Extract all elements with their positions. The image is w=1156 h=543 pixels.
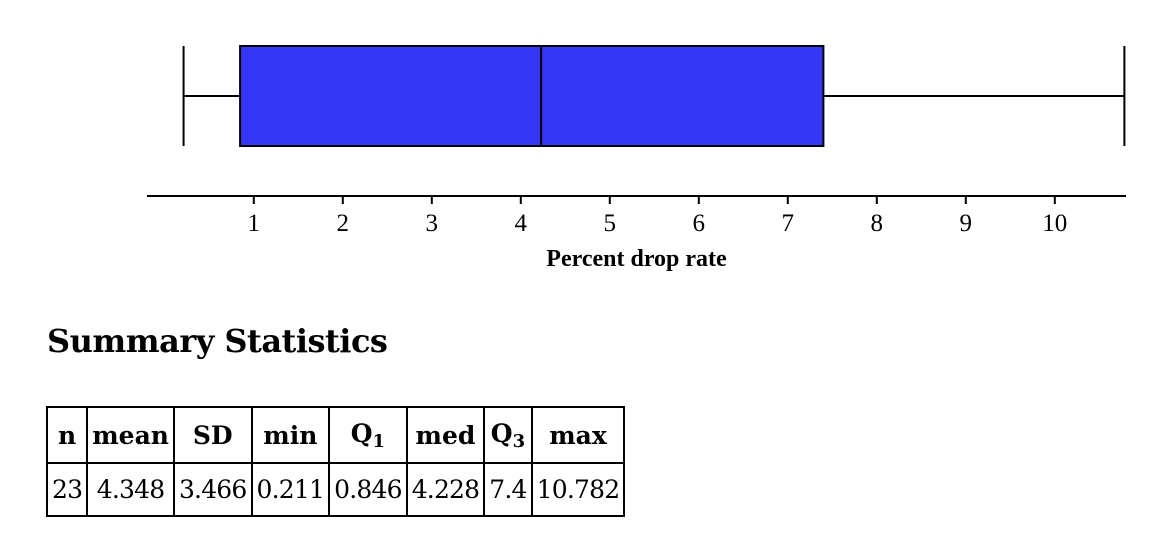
value-sd: 3.466 [172,462,253,517]
summary-title: Summary Statistics [47,322,388,360]
header-q1: Q1 [328,406,408,464]
boxplot-chart: 1 2 3 4 5 6 7 8 9 10 Percent drop rate [147,45,1126,272]
value-med: 4.228 [405,462,486,517]
x-tick-label-6: 6 [693,210,706,237]
header-q3: Q3 [483,406,533,464]
header-q3-sub: 3 [512,430,526,452]
x-axis-ticks: 1 2 3 4 5 6 7 8 9 10 [248,196,1067,237]
header-q3-main: Q [490,418,513,448]
header-med: med [405,406,486,464]
value-min: 0.211 [250,462,331,517]
header-n: n [45,406,89,464]
value-q3: 7.4 [483,462,533,517]
value-n: 23 [45,462,89,517]
header-min: min [250,406,331,464]
x-tick-label-2: 2 [337,210,350,237]
header-mean: mean [86,406,175,464]
summary-table: n mean SD min Q1 med Q3 max 23 4.348 3.4… [45,406,626,517]
header-q1-sub: 1 [372,430,386,452]
x-tick-label-4: 4 [515,210,528,237]
x-tick-label-9: 9 [960,210,973,237]
x-tick-label-7: 7 [782,210,795,237]
header-max: max [530,406,626,464]
value-q1: 0.846 [328,462,408,517]
x-axis-title: Percent drop rate [546,246,727,272]
x-tick-label-10: 10 [1042,210,1067,237]
header-row: n mean SD min Q1 med Q3 max [45,406,626,464]
header-q1-main: Q [350,418,373,448]
x-tick-label-1: 1 [248,210,261,237]
value-row: 23 4.348 3.466 0.211 0.846 4.228 7.4 10.… [45,462,626,517]
x-tick-label-8: 8 [871,210,884,237]
x-tick-label-5: 5 [604,210,617,237]
value-mean: 4.348 [86,462,175,517]
x-tick-label-3: 3 [426,210,439,237]
iqr-box [239,45,825,147]
value-max: 10.782 [530,462,626,517]
header-sd: SD [172,406,253,464]
